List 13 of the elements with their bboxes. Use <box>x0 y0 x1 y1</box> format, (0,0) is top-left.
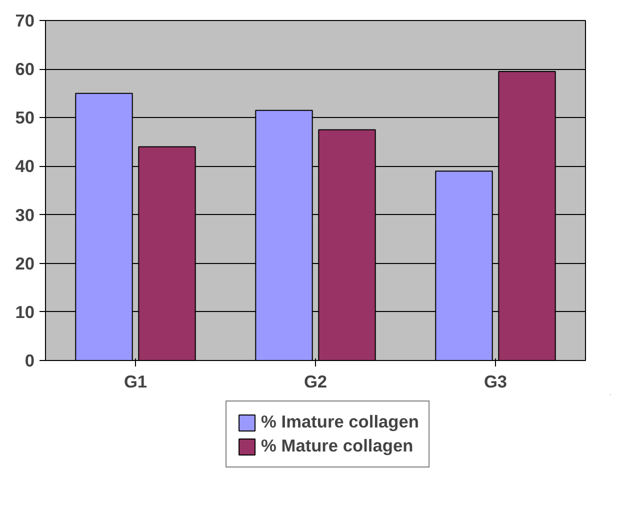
x-tick-label: G2 <box>304 372 328 392</box>
y-tick-label: 60 <box>15 59 35 80</box>
x-tick-label: G1 <box>124 372 148 392</box>
legend-label: % Imature collagen <box>261 412 419 432</box>
y-tick-label: 70 <box>15 10 35 30</box>
y-tick-label: 0 <box>24 350 35 370</box>
y-tick-label: 40 <box>15 156 35 176</box>
y-tick-label: 20 <box>15 253 35 274</box>
y-tick-label: 50 <box>15 108 35 128</box>
y-tick-label: 10 <box>15 302 35 322</box>
x-tick-label: G3 <box>484 372 508 392</box>
legend-label: % Mature collagen <box>261 436 414 456</box>
y-tick-label: 30 <box>15 204 35 225</box>
